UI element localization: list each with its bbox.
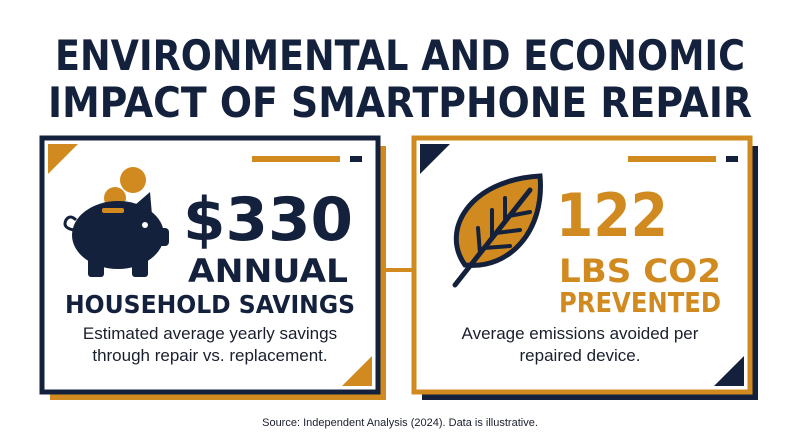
stat-label: PREVENTED [559, 286, 721, 319]
corner [48, 144, 78, 174]
title-line: ENVIRONMENTAL AND ECONOMIC [55, 31, 745, 80]
deco-bar [726, 156, 738, 162]
card-description: Estimated average yearly savings through… [82, 324, 338, 365]
corner [342, 356, 372, 386]
deco-bar [350, 156, 362, 162]
leaf-icon [452, 173, 543, 288]
stat-label: ANNUAL [188, 252, 348, 290]
stat-value: 122 [556, 181, 668, 251]
deco-bar [252, 156, 340, 162]
deco-bar [628, 156, 716, 162]
piggy-icon [63, 167, 169, 277]
stat-label: HOUSEHOLD SAVINGS [65, 290, 355, 319]
corner [714, 356, 744, 386]
stat-label: LBS CO2 [559, 252, 721, 290]
card-description: Average emissions avoided per repaired d… [461, 324, 699, 365]
corner [420, 144, 450, 174]
title-line: IMPACT OF SMARTPHONE REPAIR [48, 78, 752, 127]
stat-value: $330 [183, 185, 353, 255]
source-note: Source: Independent Analysis (2024). Dat… [262, 417, 538, 429]
